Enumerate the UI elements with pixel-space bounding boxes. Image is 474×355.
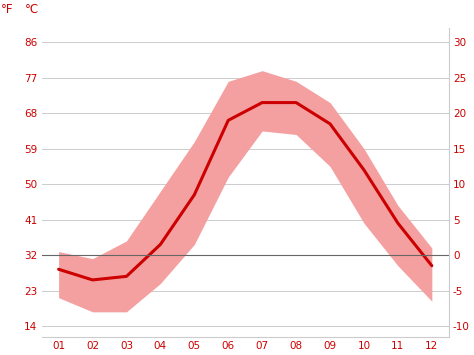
Text: °C: °C	[24, 3, 38, 16]
Text: °F: °F	[1, 3, 13, 16]
